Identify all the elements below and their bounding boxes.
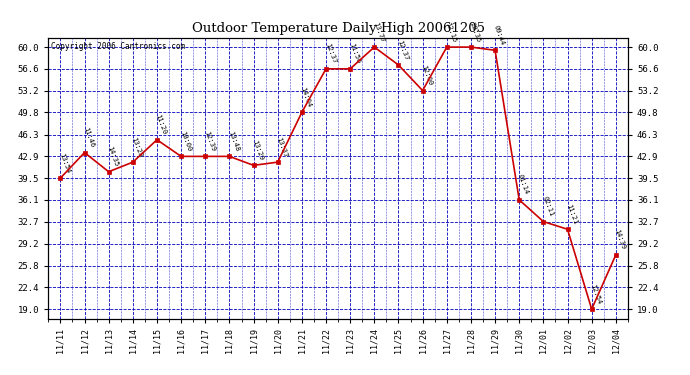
Text: 11:46: 11:46 bbox=[82, 126, 95, 148]
Text: 13:37: 13:37 bbox=[275, 136, 288, 158]
Text: 13:48: 13:48 bbox=[227, 130, 240, 152]
Text: 12:39: 12:39 bbox=[203, 130, 216, 152]
Text: 02:11: 02:11 bbox=[541, 195, 554, 217]
Text: 13:54: 13:54 bbox=[58, 152, 71, 174]
Text: 13:77: 13:77 bbox=[372, 21, 385, 43]
Text: 11:56: 11:56 bbox=[348, 43, 361, 64]
Text: 14:35: 14:35 bbox=[106, 146, 119, 168]
Text: 09:44: 09:44 bbox=[493, 24, 506, 46]
Text: 13:29: 13:29 bbox=[251, 139, 264, 161]
Text: 12:00: 12:00 bbox=[420, 64, 433, 86]
Text: 20:35: 20:35 bbox=[469, 21, 482, 43]
Text: 12:54: 12:54 bbox=[589, 283, 602, 305]
Text: 13:28: 13:28 bbox=[130, 136, 144, 158]
Text: 12:37: 12:37 bbox=[396, 39, 409, 61]
Text: 11:21: 11:21 bbox=[565, 203, 578, 225]
Text: 10:00: 10:00 bbox=[179, 130, 192, 152]
Text: 14:04: 14:04 bbox=[299, 86, 313, 108]
Title: Outdoor Temperature Daily High 20061205: Outdoor Temperature Daily High 20061205 bbox=[192, 22, 484, 35]
Text: 01:14: 01:14 bbox=[517, 174, 530, 196]
Text: 11:20: 11:20 bbox=[155, 114, 168, 136]
Text: 14:39: 14:39 bbox=[613, 229, 627, 251]
Text: 12:15: 12:15 bbox=[444, 21, 457, 43]
Text: Copyright 2006 Cantronics.com: Copyright 2006 Cantronics.com bbox=[51, 42, 186, 51]
Text: 12:37: 12:37 bbox=[324, 43, 337, 64]
